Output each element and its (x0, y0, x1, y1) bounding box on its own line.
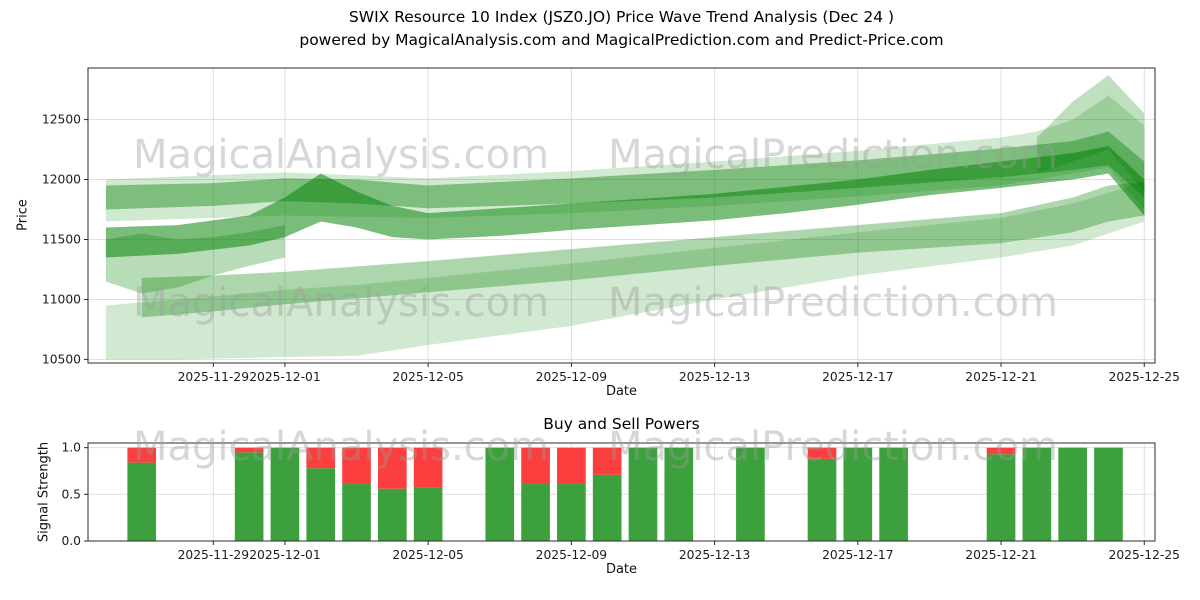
x-tick-label: 2025-12-17 (822, 548, 893, 562)
sell-bar-2025-12-03 (342, 447, 371, 485)
buy-bar-2025-12-14 (736, 447, 765, 541)
y-tick-label: 10500 (42, 352, 81, 366)
buy-bar-2025-12-08 (521, 484, 550, 541)
y-tick-label: 0.0 (61, 534, 81, 548)
buy-bar-2025-12-05 (413, 487, 443, 541)
signal-chart-title: Buy and Sell Powers (543, 415, 700, 433)
band-outer-envelope-high (105, 95, 1145, 222)
buy-bar-2025-12-18 (879, 447, 908, 541)
buy-bar-2025-12-09 (557, 484, 586, 541)
watermark-text: MagicalPrediction.com (608, 424, 1058, 470)
tick-labels: 2025-11-29 2025-12-01 2025-12-05 2025-12-09… (42, 113, 1180, 384)
watermark-text: MagicalAnalysis.com (133, 280, 549, 326)
sell-bar-2025-12-08 (521, 447, 550, 485)
buy-bar-2025-12-17 (843, 447, 873, 541)
buy-bar-2025-12-11 (628, 447, 658, 541)
x-tick-label: 2025-11-29 (178, 370, 249, 384)
watermark-text: MagicalAnalysis.com (133, 132, 549, 178)
price-band-group (105, 75, 1145, 360)
x-tick-label: 2025-12-05 (392, 548, 463, 562)
buy-bar-2025-12-07 (485, 447, 515, 541)
y-tick-label: 12500 (42, 113, 81, 127)
band-upper-band (105, 131, 1145, 210)
y-tick-label: 0.5 (61, 487, 81, 501)
signal-axis-label: Signal Strength (36, 441, 52, 543)
buy-bar-2025-12-10 (592, 474, 622, 541)
sell-bar-2025-12-16 (807, 447, 837, 459)
buy-bar-2025-12-16 (807, 458, 837, 541)
buy-bar-2025-12-01 (270, 447, 300, 541)
x-tick-label: 2025-12-17 (822, 370, 893, 384)
tick-labels: 2025-11-29 2025-12-01 2025-12-05 2025-12-09… (61, 441, 1180, 562)
buy-bar-2025-12-03 (342, 484, 371, 541)
x-tick-label: 2025-12-01 (249, 548, 320, 562)
buy-bar-2025-12-24 (1094, 447, 1123, 541)
buy-bar-2025-11-30 (234, 452, 264, 541)
sell-bar-2025-12-05 (413, 447, 443, 488)
x-tick-label: 2025-12-09 (536, 370, 607, 384)
signal-bar-group (127, 447, 1123, 541)
tick-marks (84, 119, 1145, 367)
x-tick-label: 2025-12-13 (679, 370, 750, 384)
watermark-text: MagicalPrediction.com (608, 280, 1058, 326)
sell-bar-2025-11-27 (127, 447, 157, 463)
sell-bar-2025-12-02 (306, 447, 336, 469)
sell-bar-2025-12-21 (986, 447, 1016, 455)
watermark-text: MagicalAnalysis.com (133, 424, 549, 470)
band-outer-envelope-low (105, 181, 1145, 360)
buy-bar-2025-12-02 (306, 468, 336, 541)
watermark-text: MagicalPrediction.com (608, 132, 1058, 178)
sell-bar-2025-11-30 (234, 447, 264, 453)
x-tick-label: 2025-12-09 (536, 548, 607, 562)
x-tick-label: 2025-12-05 (392, 370, 463, 384)
x-tick-label: 2025-12-13 (679, 548, 750, 562)
y-tick-label: 11000 (42, 292, 81, 306)
band-lower-mid (141, 181, 1145, 318)
axes-spine (87, 442, 1156, 542)
price-axis-label: Price (15, 199, 31, 231)
signal-xaxis-label: Date (605, 562, 638, 577)
buy-bar-2025-12-21 (986, 454, 1016, 541)
y-tick-label: 1.0 (61, 441, 81, 455)
x-tick-label: 2025-12-21 (965, 548, 1036, 562)
x-tick-label: 2025-12-25 (1109, 548, 1180, 562)
sell-bar-2025-12-10 (592, 447, 622, 475)
axes-spine (87, 67, 1156, 364)
band-end-spike (1036, 75, 1145, 192)
y-tick-label: 11500 (42, 232, 81, 246)
buy-bar-2025-12-22 (1022, 447, 1052, 541)
buy-bar-2025-12-23 (1058, 447, 1087, 541)
buy-bar-2025-12-04 (378, 488, 407, 541)
y-tick-label: 12000 (42, 173, 81, 187)
price-xaxis-label: Date (605, 384, 638, 399)
buy-bar-2025-12-12 (664, 447, 694, 541)
band-central-trend (105, 145, 1145, 258)
x-tick-label: 2025-11-29 (178, 548, 249, 562)
buy-bar-2025-11-27 (127, 462, 157, 541)
x-tick-label: 2025-12-21 (965, 370, 1036, 384)
x-tick-label: 2025-12-25 (1109, 370, 1180, 384)
figure-title: SWIX Resource 10 Index (JSZ0.JO) Price W… (348, 8, 895, 26)
tick-marks (84, 447, 1145, 545)
x-tick-label: 2025-12-01 (249, 370, 320, 384)
figure-subtitle: powered by MagicalAnalysis.com and Magic… (299, 31, 944, 49)
sell-bar-2025-12-04 (378, 447, 407, 489)
sell-bar-2025-12-09 (557, 447, 586, 485)
